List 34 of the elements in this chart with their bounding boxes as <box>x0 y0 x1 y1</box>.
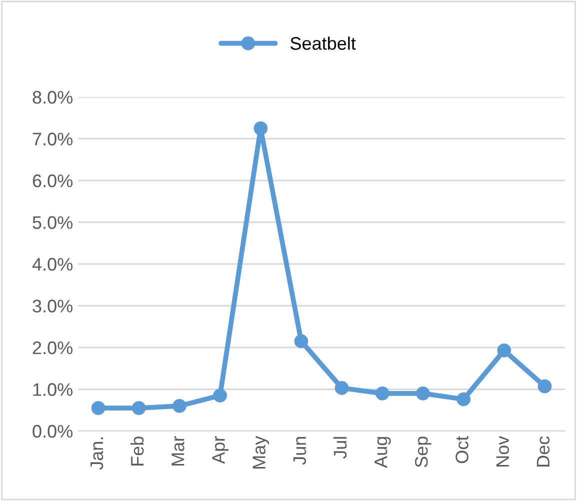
x-tick-label: Mar <box>172 436 184 466</box>
y-tick-label: 3.0% <box>32 300 72 312</box>
x-tick-label: Sep <box>415 436 432 468</box>
point <box>538 379 552 394</box>
point <box>294 334 308 348</box>
point <box>416 386 430 400</box>
y-tick-label: 6.0% <box>32 174 72 188</box>
x-tick-label: Nov <box>496 436 509 466</box>
x-tick-label: Jun <box>293 437 306 465</box>
y-tick-label: 0.0% <box>32 424 72 438</box>
x-tick-label: Jan. <box>90 438 104 470</box>
point <box>172 399 186 413</box>
point <box>334 381 349 395</box>
y-tick-label: 7.0% <box>32 132 72 146</box>
x-tick-label: Apr <box>212 436 228 464</box>
x-tick-label: Dec <box>536 436 550 466</box>
y-tick-label: 2.0% <box>32 341 72 354</box>
x-tick-label: Jul <box>333 437 347 459</box>
y-tick-label: 1.0% <box>33 383 72 396</box>
y-tick-label: 8.0% <box>32 90 72 104</box>
point <box>254 121 268 136</box>
point <box>132 401 146 415</box>
x-tick-label: Feb <box>130 436 144 466</box>
point <box>497 343 512 358</box>
y-tick-label: 5.0% <box>32 216 72 229</box>
legend-label: Seatbelt <box>290 36 356 50</box>
x-tick-label: May <box>252 436 270 468</box>
y-tick-label: 4.0% <box>32 258 72 271</box>
point <box>456 392 470 406</box>
point <box>91 401 106 415</box>
x-tick-label: Oct <box>456 436 468 464</box>
x-tick-label: Aug <box>374 437 391 468</box>
point <box>213 388 227 402</box>
point <box>375 386 390 400</box>
